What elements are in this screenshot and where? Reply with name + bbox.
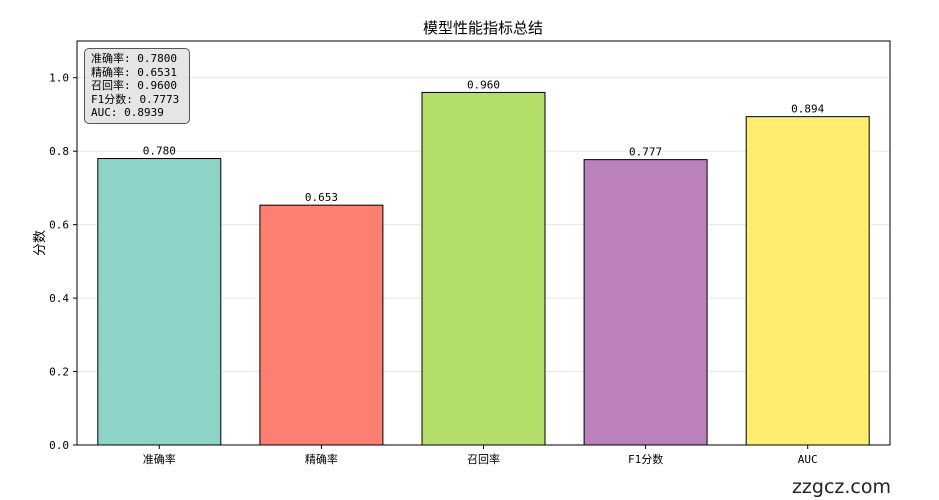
- x-tick-label: AUC: [798, 453, 818, 466]
- stat-line: AUC: 0.8939: [91, 106, 164, 119]
- watermark: zzgcz.com: [791, 476, 891, 498]
- bar: [421, 91, 546, 446]
- stat-line: 召回率: 0.9600: [91, 79, 177, 92]
- stat-line: 精确率: 0.6531: [91, 65, 177, 79]
- data-label: 0.960: [467, 78, 500, 91]
- data-label: 0.894: [791, 103, 824, 116]
- bar: [745, 116, 870, 446]
- y-tick-label: 1.0: [49, 72, 69, 85]
- y-tick-label: 0.4: [49, 292, 69, 305]
- bar: [259, 204, 384, 446]
- data-label: 0.780: [143, 145, 176, 158]
- y-tick-label: 0.0: [49, 439, 69, 452]
- bar: [97, 158, 222, 446]
- y-tick-label: 0.2: [49, 366, 69, 379]
- stat-line: 准确率: 0.7800: [91, 52, 177, 65]
- chart-title: 模型性能指标总结: [423, 19, 543, 37]
- x-tick-label: 召回率: [467, 452, 500, 466]
- x-tick-label: 精确率: [305, 452, 338, 466]
- x-tick-label: F1分数: [628, 453, 663, 466]
- stat-line: F1分数: 0.7773: [91, 92, 180, 106]
- bar: [583, 159, 708, 446]
- data-label: 0.777: [629, 146, 662, 159]
- y-tick-label: 0.6: [49, 219, 69, 232]
- x-tick-label: 准确率: [143, 452, 176, 466]
- data-label: 0.653: [305, 191, 338, 204]
- y-tick-label: 0.8: [49, 145, 69, 158]
- y-axis-label: 分数: [33, 230, 48, 256]
- stats-box: 准确率: 0.7800 精确率: 0.6531 召回率: 0.9600 F1分数…: [84, 48, 190, 124]
